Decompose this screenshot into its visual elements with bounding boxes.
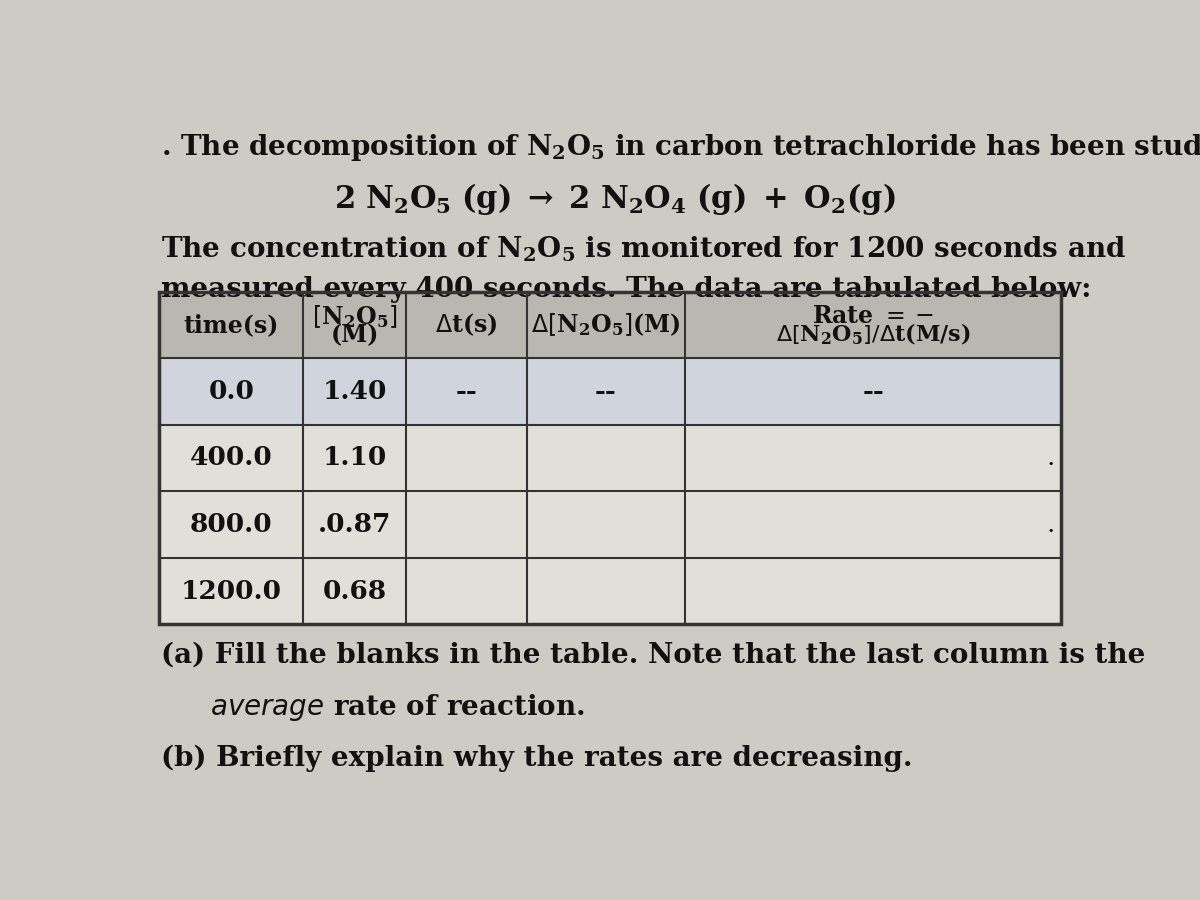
Text: --: -- [595,379,617,404]
Text: 0.68: 0.68 [323,579,386,604]
Text: 400.0: 400.0 [190,446,272,471]
Text: --: -- [862,379,884,404]
Text: 1200.0: 1200.0 [181,579,282,604]
Text: .0.87: .0.87 [318,512,391,537]
Text: .: . [1046,512,1055,537]
Text: $\Delta[\mathregular{N_2O_5}]/\Delta$t(M/s): $\Delta[\mathregular{N_2O_5}]/\Delta$t(M… [775,322,971,347]
Bar [160,292,1062,358]
Text: measured every 400 seconds. The data are tabulated below:: measured every 400 seconds. The data are… [161,275,1092,302]
Text: $\mathregular{2\ N_2O_5\ (g)\ \rightarrow\ 2\ N_2O_4\ (g)\ +\ O_2(g)}$: $\mathregular{2\ N_2O_5\ (g)\ \rightarro… [334,181,896,217]
Text: $\it{average}$ rate of reaction.: $\it{average}$ rate of reaction. [210,691,586,723]
Text: . The decomposition of $\mathregular{N_2O_5}$ in carbon tetrachloride has been s: . The decomposition of $\mathregular{N_2… [161,132,1200,163]
Text: 1.40: 1.40 [323,379,386,404]
Text: (a) Fill the blanks in the table. Note that the last column is the: (a) Fill the blanks in the table. Note t… [161,642,1146,669]
Text: 800.0: 800.0 [190,512,272,537]
Text: (M): (M) [330,324,379,347]
Text: $\Delta[\mathregular{N_2O_5}]$(M): $\Delta[\mathregular{N_2O_5}]$(M) [530,311,680,338]
Text: The concentration of $\mathregular{N_2O_5}$ is monitored for 1200 seconds and: The concentration of $\mathregular{N_2O_… [161,234,1127,264]
Text: time(s): time(s) [184,313,280,337]
Text: --: -- [455,379,478,404]
Text: (b) Briefly explain why the rates are decreasing.: (b) Briefly explain why the rates are de… [161,744,913,771]
Text: Rate $=-$: Rate $=-$ [812,304,934,328]
Text: 1.10: 1.10 [323,446,386,471]
Bar [160,292,1062,625]
Bar [160,358,1062,425]
Text: 0.0: 0.0 [209,379,254,404]
Text: .: . [1046,446,1055,471]
Bar [160,292,1062,625]
Text: $\Delta$t(s): $\Delta$t(s) [434,311,498,338]
Text: $[\mathregular{N_2O_5}]$: $[\mathregular{N_2O_5}]$ [312,303,397,330]
